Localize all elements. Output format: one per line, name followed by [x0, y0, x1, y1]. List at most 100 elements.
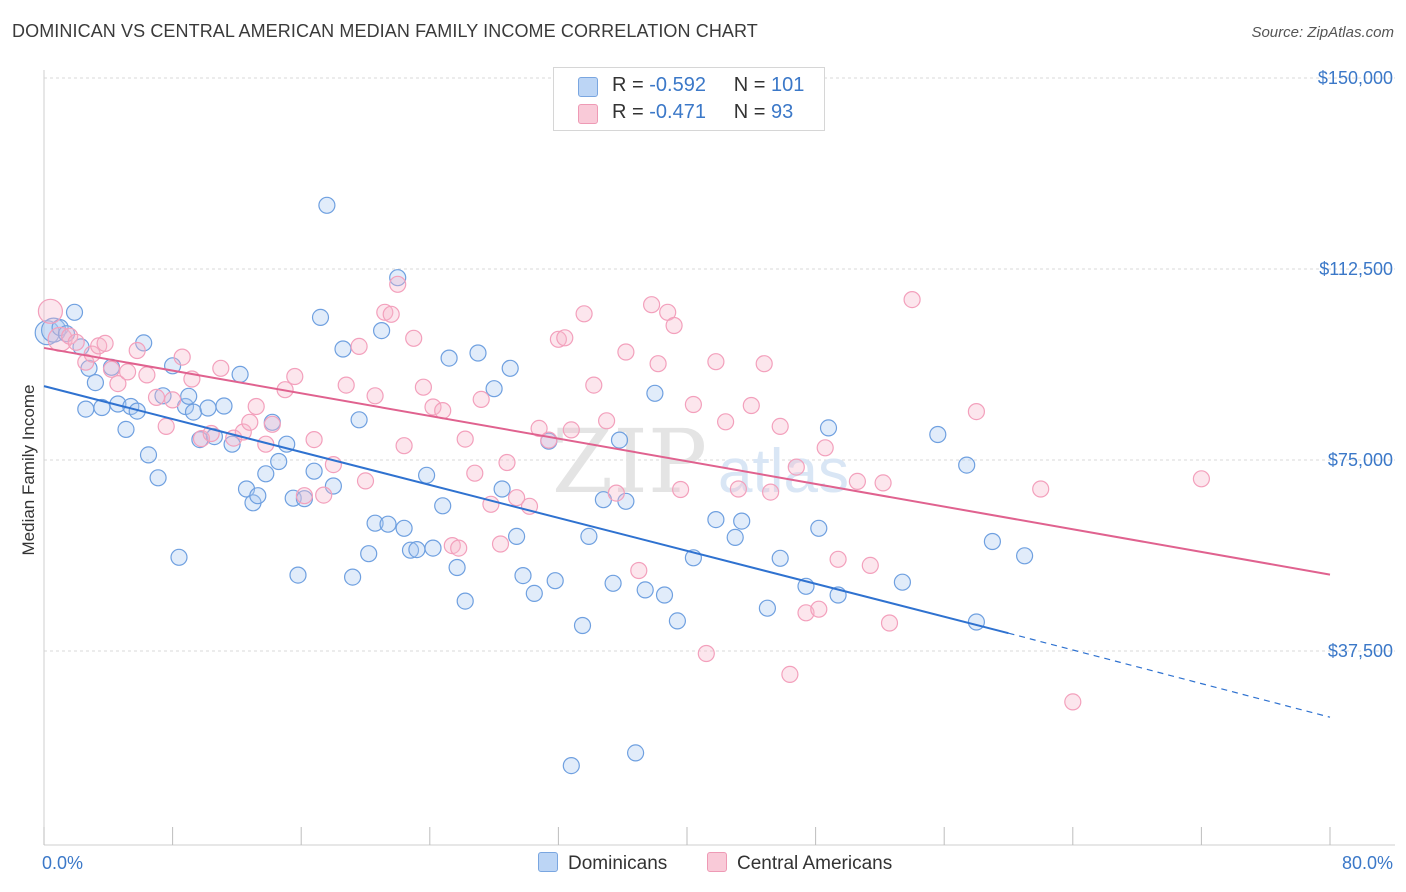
central-americans-point — [642, 296, 661, 314]
dominicans-point — [223, 435, 241, 453]
dominicans-point — [117, 420, 135, 438]
central-americans-point — [630, 561, 648, 580]
central-americans-point — [472, 390, 490, 408]
central-americans-point — [697, 644, 715, 663]
bottom-label-central-americans: Central Americans — [737, 853, 893, 874]
legend-r-label: R = — [612, 101, 644, 123]
central-americans-point — [498, 453, 516, 472]
axes — [43, 70, 1395, 846]
dominicans-point — [401, 541, 420, 559]
source-label: Source: ZipAtlas.com — [1251, 24, 1394, 41]
bottom-legend-dominicans: Dominicans — [538, 852, 667, 875]
dominicans-point — [350, 411, 368, 429]
dominicans-point — [610, 431, 629, 449]
dominicans-point — [318, 196, 336, 214]
dominicans-point — [493, 480, 511, 498]
central-americans-point — [450, 539, 468, 557]
dominicans-point — [485, 380, 503, 398]
dominicans-point — [573, 616, 592, 635]
central-americans-point — [848, 472, 867, 490]
bottom-legend-central-americans: Central Americans — [707, 852, 892, 875]
central-americans-point — [67, 333, 85, 351]
dominicans-point — [469, 344, 487, 362]
dominicans-point — [231, 365, 249, 383]
dominicans-point — [456, 592, 474, 610]
central-americans-point — [456, 430, 474, 448]
central-americans-point — [617, 343, 635, 361]
central-americans-point — [507, 489, 526, 507]
dominicans-point — [199, 399, 217, 417]
central-americans-point — [466, 464, 484, 482]
central-americans-point — [575, 305, 593, 323]
dominicans-point — [395, 519, 413, 537]
dominicans-point — [771, 549, 789, 567]
watermark: ZIP atlas — [552, 410, 849, 513]
central-americans-point — [414, 378, 432, 396]
central-americans-point — [247, 397, 265, 416]
dominicans-point — [366, 514, 384, 532]
dominicans-point — [1015, 547, 1034, 565]
central-americans-point — [562, 421, 580, 439]
central-americans-point — [880, 614, 899, 632]
dominicans-point — [86, 374, 105, 392]
dominicans-point — [525, 584, 543, 603]
dominicans-point — [418, 466, 436, 484]
central-americans-point — [315, 486, 333, 504]
dominicans-point — [389, 269, 407, 287]
dominicans-point — [707, 510, 725, 529]
dominicans-point — [379, 515, 397, 533]
central-americans-point — [530, 419, 548, 437]
dominicans-point — [184, 403, 203, 421]
central-americans-point — [405, 329, 423, 347]
bottom-swatch-central-americans — [707, 852, 727, 872]
central-americans-point — [147, 388, 166, 406]
central-americans-point — [549, 330, 568, 348]
central-americans-point — [797, 604, 815, 622]
y-tick-labels: $37,500 $75,000 $112,500 $150,000 — [1318, 68, 1393, 661]
central-americans-point — [649, 355, 667, 373]
dominicans-point — [440, 349, 458, 367]
central-americans-point — [337, 376, 355, 394]
y-tick-label: $150,000 — [1318, 68, 1393, 88]
central-americans-point — [761, 483, 780, 501]
central-americans-point — [376, 303, 394, 321]
y-tick-label: $37,500 — [1328, 641, 1393, 661]
dominicans-point — [408, 540, 426, 559]
central-americans-point — [665, 316, 683, 335]
central-americans-point — [716, 413, 735, 431]
dominicans-point — [249, 487, 267, 505]
stats-legend: R = -0.592 N = 101 R = -0.471 N = 93 — [553, 67, 825, 131]
dominicans-point — [733, 512, 751, 530]
central-americans-point — [729, 480, 748, 498]
central-americans-point — [1064, 693, 1082, 711]
legend-r-value: -0.471 — [649, 101, 706, 123]
central-americans-point — [684, 395, 703, 414]
central-americans-point — [96, 334, 114, 352]
dominicans-point — [93, 398, 111, 417]
dominicans-point — [562, 756, 580, 775]
legend-n-label: N = — [733, 101, 766, 123]
central-americans-point — [295, 487, 313, 505]
central-americans-point — [1192, 470, 1211, 488]
bottom-label-dominicans: Dominicans — [568, 853, 668, 874]
legend-r-value: -0.592 — [649, 74, 706, 96]
central-americans-point — [742, 396, 760, 415]
central-americans-point — [585, 376, 603, 394]
y-tick-label: $112,500 — [1319, 259, 1393, 279]
central-americans-trend-line — [43, 346, 1331, 576]
central-americans-point — [366, 387, 384, 405]
bottom-swatch-dominicans — [538, 852, 558, 872]
y-tick-label: $75,000 — [1328, 450, 1393, 470]
central-americans-point — [138, 366, 156, 384]
dominicans-point — [34, 320, 60, 346]
dominicans-point — [344, 568, 362, 586]
central-americans-point — [118, 363, 137, 381]
dominicans-point — [77, 400, 95, 418]
central-americans-point — [556, 329, 574, 347]
x-tick-label-max: 80.0% — [1342, 853, 1393, 873]
dominicans-point — [501, 359, 519, 377]
dominicans-point — [546, 572, 564, 590]
dominicans-point — [215, 397, 233, 415]
legend-r-label: R = — [612, 74, 644, 96]
central-americans-point — [755, 355, 773, 373]
